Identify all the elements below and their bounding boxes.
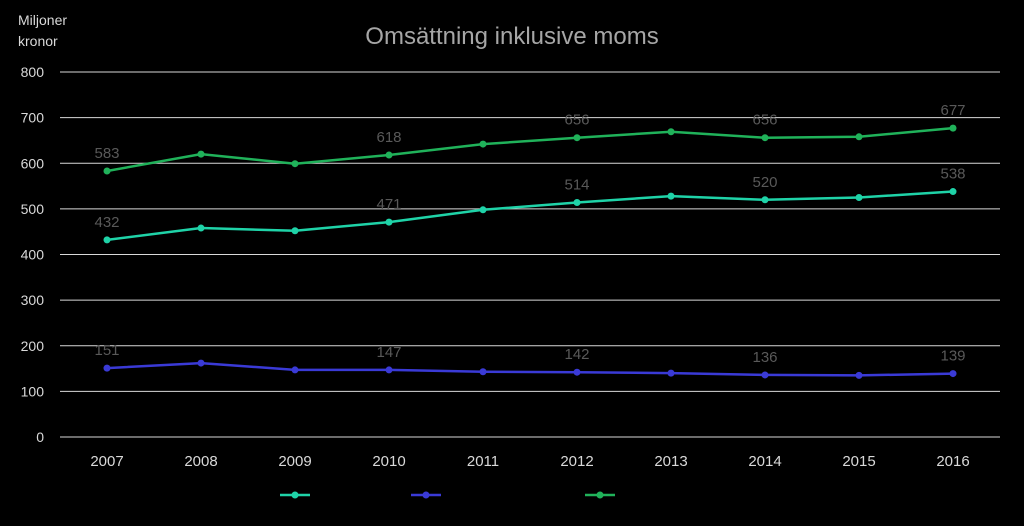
y-axis-label-line2: kronor [18,33,58,49]
data-label: 538 [940,166,965,183]
data-point [761,371,769,379]
data-label: 656 [564,112,589,129]
x-tick-label: 2011 [467,453,499,470]
data-point [855,193,863,201]
data-point [479,140,487,148]
data-point [103,364,111,372]
data-point [197,359,205,367]
series-line [106,126,954,173]
data-point [479,206,487,214]
data-label: 656 [752,112,777,129]
x-tick-label: 2012 [560,453,593,470]
chart-title: Omsättning inklusive moms [365,23,658,50]
data-point [667,192,675,200]
data-label: 142 [564,346,589,363]
x-tick-label: 2009 [278,453,311,470]
series-group [103,124,957,379]
legend-marker-point [596,491,604,499]
data-point [103,167,111,175]
gridlines [60,71,1000,438]
data-point [761,134,769,142]
data-label: 432 [94,214,119,231]
data-point [197,224,205,232]
data-point [949,188,957,196]
series-line [106,361,954,377]
data-label: 618 [376,129,401,146]
data-point [197,150,205,158]
x-tick-label: 2007 [90,453,123,470]
x-axis-ticks: 2007 2008 2009 2010 2011 2012 2013 2014 2015 2016 [90,453,969,470]
data-point [949,370,957,378]
x-tick-label: 2015 [842,453,875,470]
data-point [761,196,769,204]
y-tick-label: 400 [21,247,45,263]
data-point [667,369,675,377]
y-tick-label: 200 [21,338,45,354]
data-label: 583 [94,145,119,162]
series-line [106,190,954,242]
legend-marker-point [422,491,430,499]
data-label: 520 [752,174,777,191]
data-point [103,236,111,244]
x-tick-label: 2013 [654,453,687,470]
data-label: 514 [564,176,589,193]
x-tick-label: 2008 [184,453,217,470]
y-tick-label: 800 [21,64,45,80]
legend [280,491,615,499]
data-point [479,368,487,376]
data-point [855,133,863,141]
y-tick-label: 500 [21,201,45,217]
y-tick-label: 700 [21,110,45,126]
data-label: 151 [94,342,119,359]
legend-marker-point [291,491,299,499]
x-tick-label: 2016 [936,453,969,470]
data-point [291,160,299,168]
data-point [385,366,393,374]
x-tick-label: 2014 [748,453,781,470]
data-label: 147 [376,344,401,361]
y-tick-label: 300 [21,292,45,308]
y-tick-label: 0 [36,429,44,445]
y-tick-label: 600 [21,155,45,171]
x-tick-label: 2010 [372,453,405,470]
data-point [291,366,299,374]
data-label: 139 [940,348,965,365]
y-tick-label: 100 [21,383,45,399]
data-label: 136 [752,349,777,366]
data-point [573,198,581,206]
y-axis-ticks: 0 100 200 300 400 500 600 700 800 [21,64,45,445]
data-label: 677 [940,102,965,119]
data-point [949,124,957,132]
data-point [291,227,299,235]
data-point [573,134,581,142]
y-axis-label-line1: Miljoner [18,12,68,28]
data-point [385,218,393,226]
data-labels: 432 471 514 520 538 151 147 142 136 139 583 618 656 6… [94,102,965,366]
data-point [385,151,393,159]
data-point [667,128,675,136]
data-point [573,368,581,376]
data-label: 471 [376,196,401,213]
data-point [855,371,863,379]
